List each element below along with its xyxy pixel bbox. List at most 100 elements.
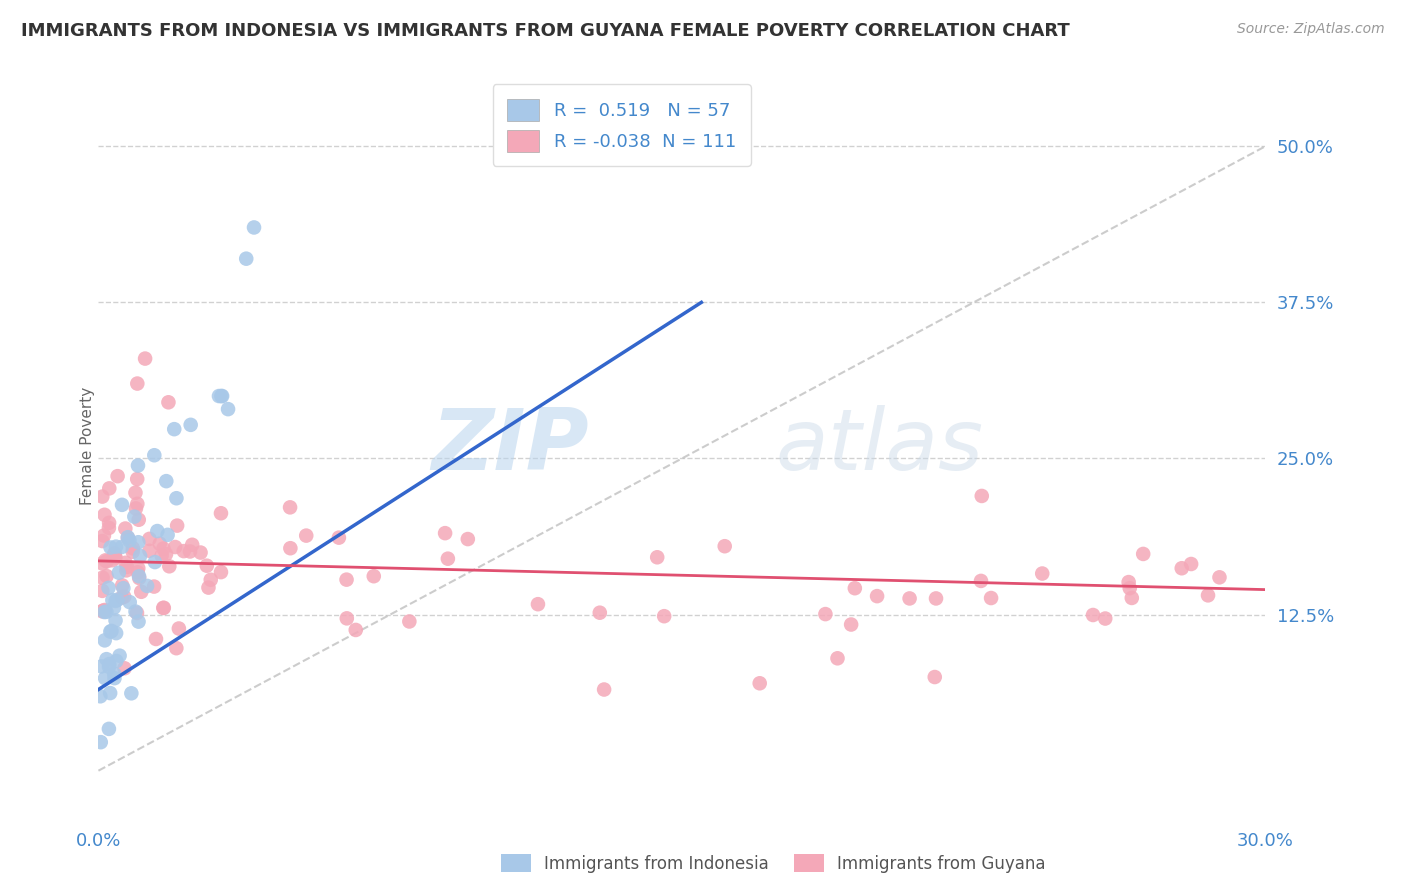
- Point: [129, 549, 152, 563]
- Text: atlas: atlas: [775, 404, 983, 488]
- Point: [970, 574, 993, 588]
- Point: [652, 609, 675, 624]
- Point: [898, 591, 921, 606]
- Point: [195, 558, 218, 573]
- Point: [278, 500, 301, 515]
- Point: [645, 550, 668, 565]
- Point: [107, 469, 129, 483]
- Point: [98, 516, 121, 530]
- Point: [152, 600, 174, 615]
- Point: [970, 489, 993, 503]
- Point: [89, 690, 111, 704]
- Point: [839, 617, 862, 632]
- Point: [1118, 575, 1140, 590]
- Point: [101, 593, 124, 607]
- Point: [363, 569, 385, 583]
- Point: [165, 491, 187, 506]
- Point: [437, 551, 460, 566]
- Point: [155, 474, 177, 488]
- Point: [127, 472, 149, 486]
- Point: [167, 622, 190, 636]
- Point: [98, 660, 121, 674]
- Point: [114, 556, 136, 570]
- Point: [593, 682, 616, 697]
- Point: [121, 541, 143, 556]
- Point: [128, 513, 150, 527]
- Point: [90, 659, 112, 673]
- Point: [143, 555, 166, 569]
- Point: [143, 448, 166, 462]
- Point: [94, 603, 117, 617]
- Point: [90, 735, 112, 749]
- Point: [105, 626, 128, 640]
- Point: [235, 252, 257, 266]
- Point: [157, 395, 180, 409]
- Point: [93, 528, 115, 542]
- Point: [209, 389, 232, 403]
- Point: [128, 615, 150, 629]
- Point: [152, 541, 174, 556]
- Point: [1208, 570, 1230, 584]
- Point: [127, 497, 149, 511]
- Point: [104, 540, 127, 554]
- Point: [111, 578, 134, 592]
- Point: [157, 559, 180, 574]
- Point: [111, 540, 134, 554]
- Point: [211, 389, 233, 403]
- Point: [98, 686, 121, 700]
- Point: [1081, 607, 1104, 622]
- Point: [1119, 581, 1142, 595]
- Legend: R =  0.519   N = 57, R = -0.038  N = 111: R = 0.519 N = 57, R = -0.038 N = 111: [492, 84, 751, 166]
- Point: [91, 534, 114, 549]
- Point: [457, 532, 479, 546]
- Point: [98, 624, 121, 639]
- Point: [335, 573, 357, 587]
- Point: [101, 553, 124, 567]
- Point: [165, 641, 187, 656]
- Point: [118, 533, 141, 548]
- Point: [128, 569, 150, 583]
- Point: [181, 538, 204, 552]
- Point: [127, 458, 149, 473]
- Legend: Immigrants from Indonesia, Immigrants from Guyana: Immigrants from Indonesia, Immigrants fr…: [494, 847, 1053, 880]
- Point: [748, 676, 770, 690]
- Point: [866, 589, 889, 603]
- Point: [96, 652, 118, 666]
- Point: [844, 581, 866, 595]
- Point: [118, 595, 141, 609]
- Point: [125, 606, 148, 620]
- Point: [115, 563, 138, 577]
- Point: [1094, 611, 1116, 625]
- Point: [127, 561, 149, 575]
- Point: [94, 671, 117, 685]
- Point: [150, 549, 173, 563]
- Point: [127, 566, 149, 580]
- Point: [127, 376, 149, 391]
- Point: [190, 545, 212, 559]
- Point: [93, 508, 115, 522]
- Point: [180, 417, 202, 432]
- Point: [197, 581, 219, 595]
- Point: [179, 544, 201, 558]
- Point: [163, 422, 186, 436]
- Point: [134, 351, 156, 366]
- Point: [103, 666, 125, 681]
- Point: [97, 521, 120, 535]
- Point: [125, 501, 148, 516]
- Point: [124, 509, 146, 524]
- Point: [97, 581, 120, 595]
- Point: [100, 541, 122, 555]
- Point: [925, 591, 948, 606]
- Text: IMMIGRANTS FROM INDONESIA VS IMMIGRANTS FROM GUYANA FEMALE POVERTY CORRELATION C: IMMIGRANTS FROM INDONESIA VS IMMIGRANTS …: [21, 22, 1070, 40]
- Point: [1031, 566, 1053, 581]
- Point: [111, 498, 134, 512]
- Point: [145, 632, 167, 646]
- Point: [155, 547, 177, 561]
- Point: [217, 402, 239, 417]
- Point: [98, 482, 121, 496]
- Point: [107, 592, 129, 607]
- Point: [104, 594, 127, 608]
- Point: [124, 605, 146, 619]
- Point: [243, 220, 266, 235]
- Point: [200, 573, 222, 587]
